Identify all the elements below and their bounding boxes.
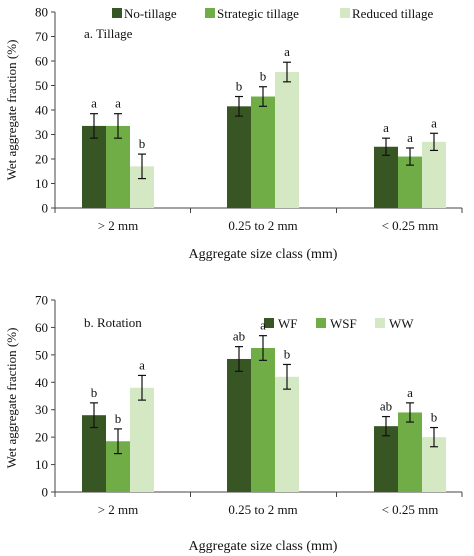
y-axis-label: Wet aggregate fraction (%) (4, 40, 19, 181)
significance-letter: ab (380, 399, 392, 414)
significance-letter: a (407, 130, 413, 145)
y-axis-label: Wet aggregate fraction (%) (4, 328, 19, 469)
legend-label: WW (389, 316, 414, 331)
y-tick-label: 60 (35, 54, 48, 69)
bar (251, 96, 275, 208)
significance-letter: b (91, 385, 98, 400)
significance-letter: b (139, 136, 146, 151)
y-tick-label: 10 (35, 176, 48, 191)
y-tick-label: 10 (35, 457, 48, 472)
legend-item: Reduced tillage (340, 6, 433, 21)
x-tick-label: 0.25 to 2 mm (228, 218, 297, 233)
legend-label: Strategic tillage (217, 6, 299, 21)
significance-letter: b (260, 69, 267, 84)
x-tick-label: 0.25 to 2 mm (228, 502, 297, 517)
significance-letter: b (284, 346, 291, 361)
legend-label: WF (278, 316, 298, 331)
significance-letter: a (407, 385, 413, 400)
bar (106, 125, 130, 208)
bar (422, 141, 446, 208)
y-tick-label: 0 (42, 485, 49, 500)
y-tick-label: 50 (35, 78, 48, 93)
bar (227, 106, 251, 208)
legend-item: WSF (316, 316, 357, 331)
bar (82, 125, 106, 208)
bar (275, 376, 299, 492)
significance-letter: ab (233, 329, 245, 344)
significance-letter: b (236, 79, 243, 94)
significance-letter: a (260, 318, 266, 333)
y-tick-label: 40 (35, 375, 48, 390)
bar (130, 387, 154, 492)
x-tick-label: > 2 mm (98, 502, 139, 517)
legend-item: WF (264, 316, 298, 331)
bar (374, 426, 398, 492)
y-tick-label: 40 (35, 103, 48, 118)
y-tick-label: 20 (35, 152, 48, 167)
legend: WF WSF WW (264, 316, 414, 331)
legend: No-tillage Strategic tillage Reduced til… (112, 6, 433, 21)
legend-swatch (112, 8, 122, 18)
y-tick-label: 70 (35, 29, 48, 44)
legend-item: Strategic tillage (205, 6, 299, 21)
panel-label: a. Tillage (84, 26, 133, 41)
y-tick-label: 60 (35, 320, 48, 335)
x-tick-label: < 0.25 mm (382, 502, 439, 517)
legend-item: No-tillage (112, 6, 177, 21)
y-tick-label: 30 (35, 402, 48, 417)
bar (251, 348, 275, 492)
y-tick-label: 0 (42, 201, 49, 216)
significance-letter: a (139, 357, 145, 372)
y-tick-label: 80 (35, 5, 48, 20)
legend-swatch (375, 318, 385, 328)
significance-letter: b (115, 411, 122, 426)
legend-label: WSF (330, 316, 357, 331)
bar (275, 72, 299, 209)
x-axis-label: Aggregate size class (mm) (189, 539, 338, 554)
bar (374, 146, 398, 208)
bar (398, 412, 422, 492)
significance-letter: a (91, 96, 97, 111)
chart-panel-tillage: Wet aggregate fraction (%) a. Tillage Ag… (4, 5, 463, 262)
legend-swatch (264, 318, 274, 328)
x-axis-label: Aggregate size class (mm) (189, 247, 338, 262)
significance-letter: a (115, 96, 121, 111)
y-tick-label: 30 (35, 127, 48, 142)
significance-letter: a (383, 120, 389, 135)
legend-swatch (205, 8, 215, 18)
x-tick-label: > 2 mm (98, 218, 139, 233)
legend-swatch (316, 318, 326, 328)
legend-label: Reduced tillage (352, 6, 433, 21)
chart-panel-rotation: Wet aggregate fraction (%) b. Rotation A… (4, 293, 463, 554)
legend-item: WW (375, 316, 414, 331)
x-tick-label: < 0.25 mm (382, 218, 439, 233)
legend-label: No-tillage (124, 6, 177, 21)
significance-letter: a (284, 44, 290, 59)
y-tick-label: 70 (35, 293, 48, 308)
significance-letter: a (431, 115, 437, 130)
y-tick-label: 50 (35, 347, 48, 362)
panel-label: b. Rotation (84, 315, 142, 330)
bar (227, 358, 251, 492)
legend-swatch (340, 8, 350, 18)
y-tick-label: 20 (35, 430, 48, 445)
significance-letter: b (431, 410, 438, 425)
